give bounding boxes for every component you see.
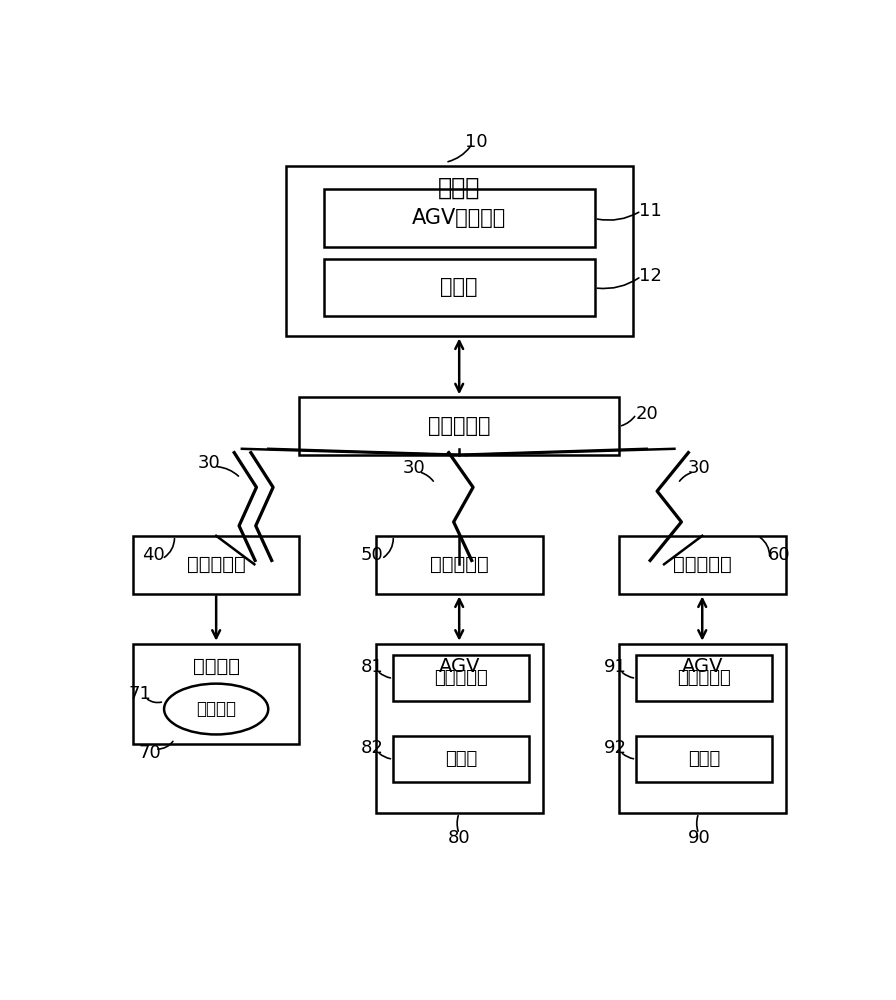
Text: 11: 11 (639, 202, 661, 220)
Text: 作业机台: 作业机台 (193, 657, 239, 676)
Text: AGV: AGV (438, 657, 480, 676)
Text: 12: 12 (639, 267, 661, 285)
FancyBboxPatch shape (393, 655, 529, 701)
FancyBboxPatch shape (133, 536, 299, 594)
Text: 70: 70 (139, 744, 161, 762)
Text: 82: 82 (361, 739, 383, 757)
Text: 位置传感器: 位置传感器 (434, 669, 487, 687)
Text: 81: 81 (361, 658, 383, 676)
FancyBboxPatch shape (323, 189, 595, 247)
FancyBboxPatch shape (619, 536, 786, 594)
Text: 10: 10 (465, 133, 488, 151)
FancyBboxPatch shape (286, 166, 633, 336)
Text: 92: 92 (604, 739, 627, 757)
Text: 20: 20 (635, 405, 658, 423)
FancyBboxPatch shape (393, 736, 529, 782)
Text: 80: 80 (448, 829, 470, 847)
Text: 91: 91 (604, 658, 627, 676)
Text: AGV控制系统: AGV控制系统 (412, 208, 506, 228)
FancyBboxPatch shape (619, 644, 786, 813)
FancyBboxPatch shape (636, 655, 771, 701)
Text: 信号收发器: 信号收发器 (428, 416, 490, 436)
FancyBboxPatch shape (636, 736, 771, 782)
Text: 50: 50 (361, 546, 383, 564)
Text: 数据库: 数据库 (441, 277, 478, 297)
Text: 信号收发器: 信号收发器 (673, 555, 732, 574)
Text: 30: 30 (198, 454, 220, 472)
FancyBboxPatch shape (376, 644, 543, 813)
Text: 30: 30 (402, 459, 426, 477)
Text: 继电器: 继电器 (444, 750, 477, 768)
Text: 信号发射器: 信号发射器 (186, 555, 246, 574)
Text: 继电器: 继电器 (688, 750, 720, 768)
FancyBboxPatch shape (376, 536, 543, 594)
FancyBboxPatch shape (299, 397, 619, 455)
Text: 信号收发器: 信号收发器 (430, 555, 488, 574)
Text: 71: 71 (128, 685, 151, 703)
Text: AGV: AGV (682, 657, 723, 676)
FancyBboxPatch shape (133, 644, 299, 744)
Text: 位置传感器: 位置传感器 (677, 669, 731, 687)
Text: 呼叫按鈕: 呼叫按鈕 (196, 700, 237, 718)
Text: 30: 30 (687, 459, 711, 477)
FancyBboxPatch shape (323, 259, 595, 316)
Text: 90: 90 (687, 829, 711, 847)
Text: 40: 40 (142, 546, 165, 564)
Text: 服务器: 服务器 (438, 176, 480, 200)
Ellipse shape (164, 684, 268, 734)
Text: 60: 60 (767, 546, 790, 564)
